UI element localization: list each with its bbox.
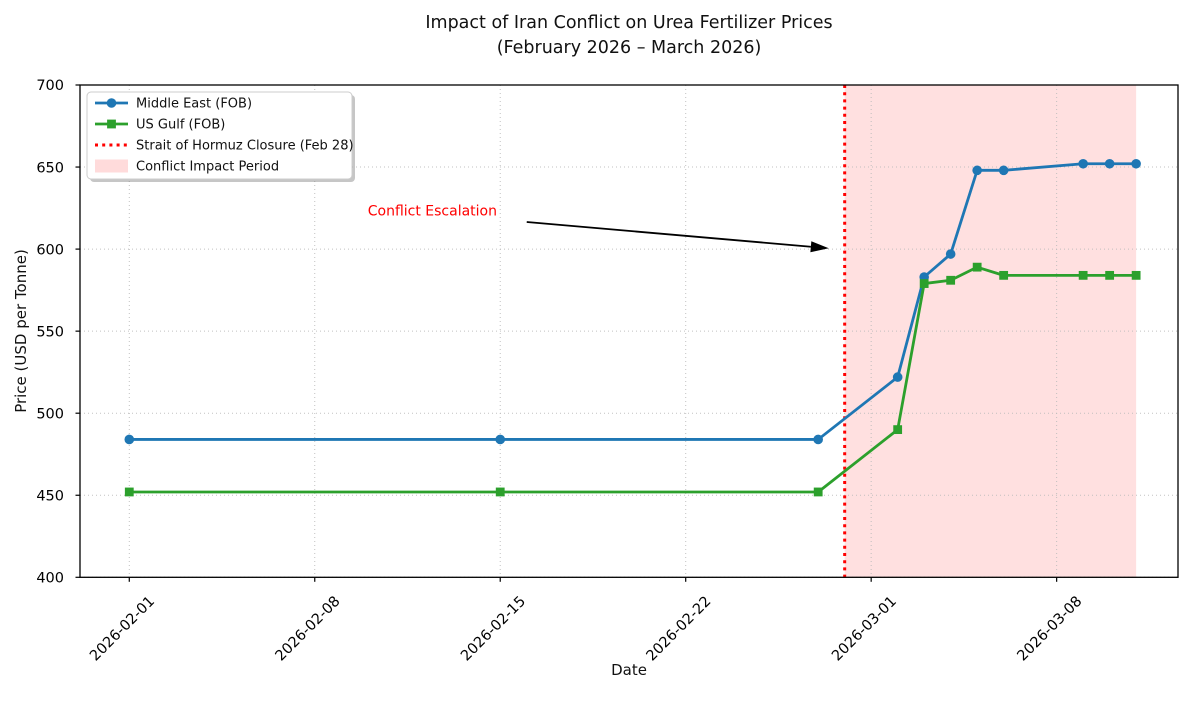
y-tick-label: 700	[36, 78, 64, 94]
marker-middle-east-fob	[892, 372, 903, 382]
annotation-arrow-head	[810, 241, 829, 253]
x-tick-label: 2026-03-01	[829, 594, 900, 665]
conflict-impact-span	[844, 85, 1137, 578]
y-tick-label: 600	[36, 242, 64, 258]
chart-title-line1: Impact of Iran Conflict on Urea Fertiliz…	[425, 13, 833, 33]
marker-us-gulf-fob	[1131, 270, 1141, 280]
annotation-arrow-shaft	[526, 221, 811, 248]
x-tick-label: 2026-02-08	[273, 594, 344, 665]
legend-item-label: Strait of Hormuz Closure (Feb 28)	[136, 139, 354, 154]
marker-us-gulf-fob	[919, 279, 929, 288]
x-tick-label: 2026-02-15	[458, 594, 529, 665]
marker-middle-east-fob	[1078, 158, 1088, 169]
annotation-conflict-escalation: Conflict Escalation	[368, 203, 497, 219]
x-tick-label: 2026-02-22	[644, 594, 715, 665]
marker-middle-east-fob	[1104, 158, 1115, 169]
y-tick-label: 550	[36, 324, 64, 340]
x-axis-label: Date	[611, 661, 647, 679]
marker-us-gulf-fob	[999, 270, 1009, 280]
marker-us-gulf-fob	[124, 487, 134, 497]
marker-middle-east-fob	[972, 165, 982, 176]
x-tick-label: 2026-02-01	[87, 594, 158, 665]
y-axis-label: Price (USD per Tonne)	[12, 249, 30, 413]
legend-swatch-square	[107, 119, 116, 129]
marker-middle-east-fob	[124, 434, 135, 445]
marker-middle-east-fob	[1131, 158, 1141, 169]
chart-title-line2: (February 2026 – March 2026)	[496, 38, 762, 58]
legend-swatch-circle	[106, 98, 117, 108]
x-tick-label: 2026-03-08	[1015, 594, 1086, 665]
legend-box	[86, 91, 353, 180]
y-tick-label: 450	[36, 488, 64, 504]
legend-item-label: Conflict Impact Period	[136, 160, 279, 175]
marker-us-gulf-fob	[972, 262, 982, 272]
legend-item-label: Middle East (FOB)	[136, 97, 252, 112]
chart-title: Impact of Iran Conflict on Urea Fertiliz…	[425, 11, 832, 61]
marker-us-gulf-fob	[893, 425, 903, 435]
y-tick-label: 500	[36, 406, 64, 422]
y-tick-label: 650	[36, 160, 64, 176]
marker-us-gulf-fob	[495, 487, 505, 497]
marker-us-gulf-fob	[813, 487, 823, 497]
marker-middle-east-fob	[495, 434, 506, 445]
marker-middle-east-fob	[945, 249, 956, 259]
marker-us-gulf-fob	[1078, 270, 1088, 280]
y-tick-label: 400	[36, 571, 64, 587]
marker-us-gulf-fob	[946, 275, 956, 285]
legend-swatch-patch	[95, 159, 128, 173]
legend-item-label: US Gulf (FOB)	[136, 118, 225, 133]
marker-middle-east-fob	[998, 165, 1009, 176]
marker-middle-east-fob	[813, 434, 823, 445]
marker-us-gulf-fob	[1105, 270, 1115, 280]
